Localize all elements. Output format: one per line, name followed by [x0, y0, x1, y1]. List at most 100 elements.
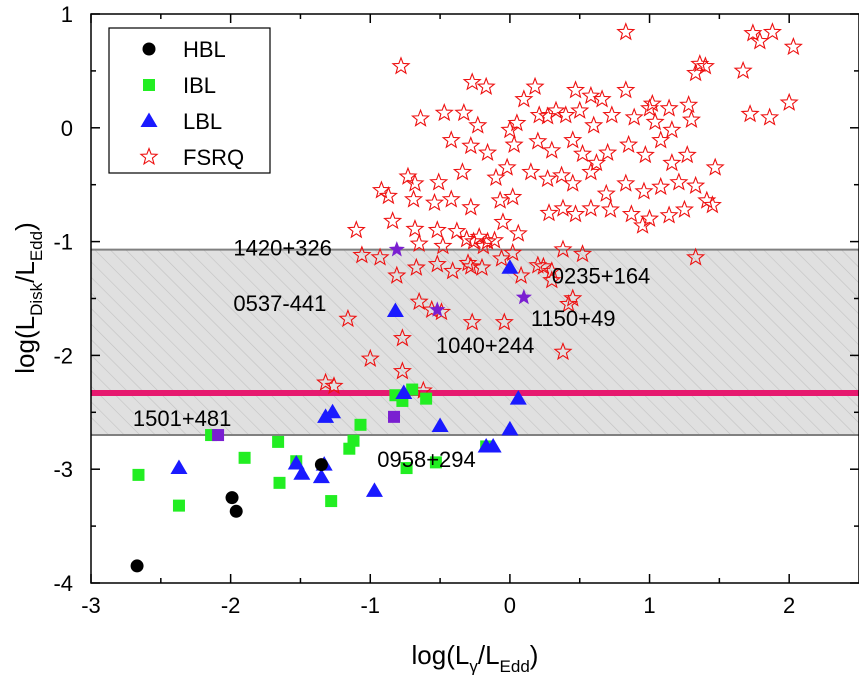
y-tick-label: -4: [53, 571, 73, 596]
fsrq-point: [497, 157, 517, 176]
fsrq-point: [346, 220, 366, 239]
fsrq-point: [542, 261, 562, 280]
fsrq-point: [572, 143, 593, 163]
fsrq-point: [553, 239, 573, 258]
fsrq-point: [539, 203, 559, 222]
fsrq-point: [387, 265, 407, 284]
fsrq-point: [409, 291, 429, 311]
lbl-point: [509, 390, 527, 405]
ibl-point: [400, 462, 413, 475]
fsrq-point: [484, 230, 505, 249]
y-tick-label: 0: [61, 116, 73, 141]
legend-label-fsrq: FSRQ: [183, 145, 244, 170]
annotation-label: 0235+164: [552, 264, 651, 289]
fsrq-point: [478, 142, 498, 161]
fsrq-point: [779, 92, 799, 111]
fsrq-point: [493, 212, 513, 231]
legend-label-lbl: LBL: [183, 109, 222, 134]
fsrq-point: [494, 312, 514, 331]
lbl-point: [365, 482, 383, 497]
y-axis-label: log(LDisk/LEdd): [10, 222, 46, 374]
lbl-point: [293, 465, 311, 480]
fsrq-point: [581, 85, 601, 105]
fsrq-point: [679, 94, 699, 114]
fsrq-point: [405, 173, 425, 192]
hbl-point: [229, 504, 243, 518]
fsrq-point: [429, 172, 449, 191]
fsrq-point: [619, 134, 639, 154]
fsrq-point: [441, 130, 461, 149]
y-tick-label: -1: [53, 230, 73, 255]
legend-marker-fsrq: [139, 146, 159, 166]
fsrq-point: [690, 54, 710, 73]
fsrq-point: [409, 233, 429, 253]
x-tick-label: 2: [783, 593, 795, 618]
fsrq-point: [565, 80, 586, 99]
fsrq-point: [634, 181, 654, 200]
fsrq-point: [528, 131, 548, 150]
fsrq-point: [584, 115, 604, 134]
x-tick-label: -1: [360, 593, 380, 618]
fsrq-point: [563, 130, 583, 149]
fsrq-point: [572, 244, 593, 263]
lbl-point: [484, 437, 502, 453]
lbl-point: [501, 420, 519, 436]
highlight-square-point: [388, 410, 401, 423]
fsrq-point: [570, 100, 590, 119]
fsrq-point: [486, 167, 506, 187]
band-layer: [91, 248, 859, 437]
ibl-point: [172, 499, 185, 512]
highlight-star-filled-point: [515, 288, 532, 305]
fsrq-point: [472, 257, 492, 276]
lbl-point: [431, 417, 449, 432]
fsrq-point: [324, 376, 344, 395]
x-tick-label: -3: [81, 593, 101, 618]
fsrq-point: [504, 134, 524, 154]
fsrq-point: [733, 60, 753, 80]
fsrq-point: [538, 168, 558, 188]
fsrq-point: [538, 106, 558, 125]
fsrq-point: [454, 102, 474, 122]
fsrq-point: [500, 120, 520, 139]
fsrq-point: [695, 56, 715, 75]
fsrq-point: [533, 256, 553, 275]
lbl-point: [170, 459, 188, 475]
fsrq-point: [452, 162, 472, 181]
fsrq-point: [553, 341, 573, 361]
fsrq-point: [621, 204, 641, 223]
fsrq-point: [624, 107, 644, 126]
fsrq-point: [542, 270, 562, 289]
lbl-point: [312, 468, 330, 484]
fsrq-point: [503, 187, 523, 206]
annotation-label: 1501+481: [133, 406, 232, 431]
fsrq-point: [616, 80, 636, 99]
fsrq-point: [490, 190, 510, 209]
fsrq-point: [473, 236, 493, 255]
ibl-point: [406, 383, 419, 396]
fsrq-point: [468, 115, 488, 134]
ibl-point: [132, 468, 145, 481]
band-hatch: [91, 249, 859, 436]
fsrq-point: [681, 109, 701, 128]
lbl-point: [395, 384, 413, 399]
lbl-point: [386, 302, 404, 318]
hbl-point: [130, 559, 144, 573]
fsrq-point: [352, 245, 372, 264]
lbl-point: [501, 259, 519, 274]
fsrq-point: [391, 56, 411, 75]
fsrq-point: [686, 175, 706, 194]
legend-marker-ibl: [143, 79, 155, 91]
fsrq-point: [558, 294, 579, 313]
fsrq-point: [602, 105, 622, 124]
y-tick-label: -3: [53, 457, 73, 482]
fsrq-point: [507, 113, 527, 132]
fsrq-point: [669, 172, 689, 191]
fsrq-point: [427, 254, 447, 273]
fsrq-point: [508, 223, 528, 242]
fsrq-point: [616, 173, 636, 192]
ticks-layer: -3 -2 -1 0 1 2 -4 -3 -2 -1 0 1: [53, 2, 859, 618]
fsrq-point: [491, 248, 512, 267]
legend-label-hbl: HBL: [183, 37, 226, 62]
fsrq-point: [405, 219, 425, 238]
hbl-point: [225, 491, 239, 505]
